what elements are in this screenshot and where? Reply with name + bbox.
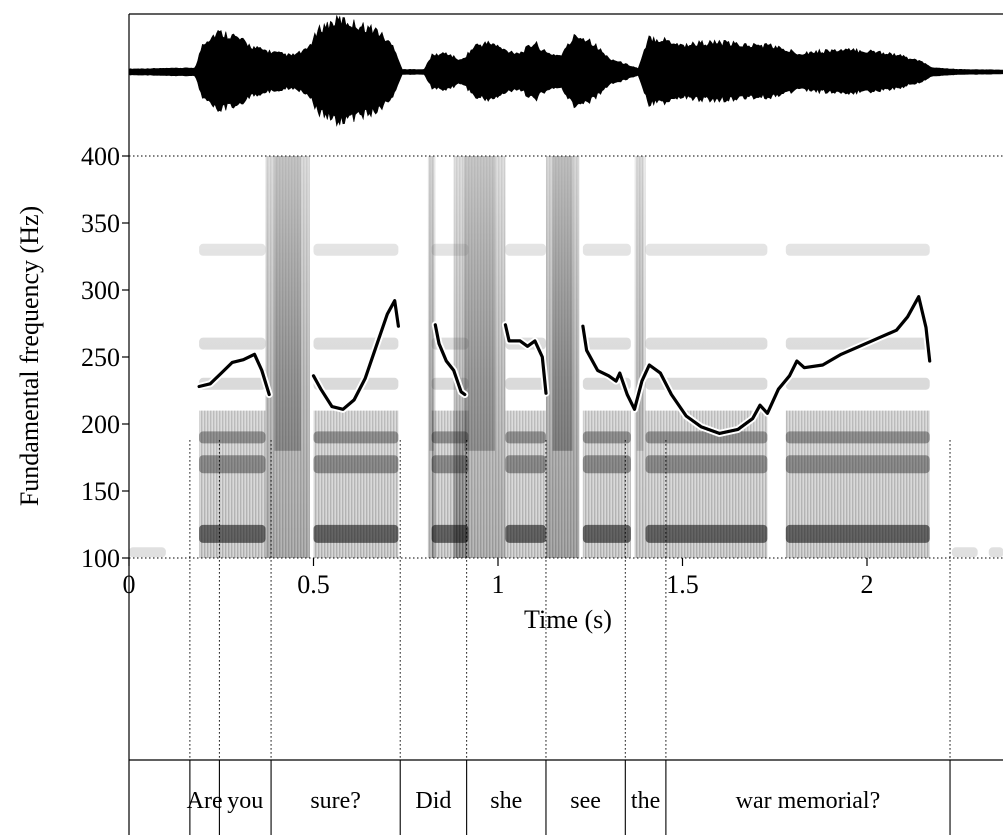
word-label: see	[570, 788, 601, 814]
y-axis-title: Fundamental frequency (Hz)	[15, 206, 44, 506]
f0-contour-segment	[581, 295, 932, 435]
y-tick-label: 100	[81, 544, 120, 573]
x-tick-label: 1	[492, 570, 505, 599]
word-label: you	[227, 788, 263, 814]
x-tick-label: 0.5	[297, 570, 330, 599]
x-tick-label: 1.5	[666, 570, 699, 599]
y-tick-label: 400	[81, 142, 120, 171]
word-label: sure?	[310, 788, 361, 814]
x-axis: 0 0.5 1 1.5 2	[123, 558, 874, 599]
waveform-trace	[128, 15, 1003, 127]
word-boundaries	[189, 440, 951, 835]
f0-contour-segment	[503, 323, 548, 395]
spectrogram-fade	[129, 156, 1003, 558]
y-axis: 100 150 200 250 300 350 400	[81, 142, 129, 573]
word-label: Are	[187, 788, 223, 814]
waveform-panel	[128, 15, 1003, 127]
y-tick-label: 250	[81, 343, 120, 372]
y-tick-label: 200	[81, 410, 120, 439]
spectrogram-panel	[129, 156, 1003, 558]
word-label: war memorial?	[736, 788, 881, 814]
word-label: Did	[415, 788, 451, 814]
f0-contour	[195, 293, 934, 437]
x-tick-label: 2	[861, 570, 874, 599]
f0-contour-segment	[197, 352, 271, 397]
y-tick-label: 150	[81, 477, 120, 506]
f0-contour-segment	[311, 299, 400, 411]
y-tick-label: 350	[81, 209, 120, 238]
word-label: the	[631, 788, 660, 814]
y-tick-label: 300	[81, 276, 120, 305]
f0-contour-segment	[433, 323, 467, 397]
word-tier: Are you sure? Did she see the war memorial?	[187, 788, 881, 814]
word-label: she	[490, 788, 522, 814]
x-tick-label: 0	[123, 570, 136, 599]
x-axis-title: Time (s)	[524, 605, 612, 634]
